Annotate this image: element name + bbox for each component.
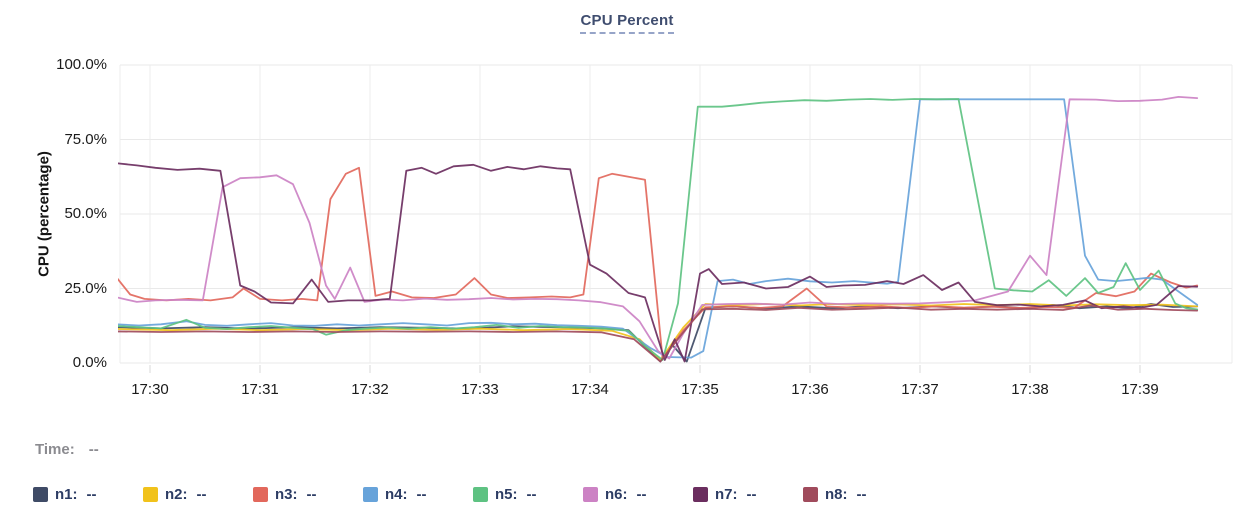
legend-item-n5[interactable]: n5: -- <box>473 486 583 503</box>
y-axis-tick-label: 25.0% <box>64 279 107 297</box>
x-axis-tick-label: 17:31 <box>241 381 279 398</box>
legend-label: n6: <box>605 486 628 503</box>
legend: n1: -- n2: -- n3: -- n4: -- n5: -- n6: -- n7: -- n8: -- <box>33 486 913 503</box>
chart-canvas[interactable] <box>0 0 1254 430</box>
x-axis-tick-label: 17:37 <box>901 381 939 398</box>
x-axis-tick-label: 17:34 <box>571 381 609 398</box>
chart-title: CPU Percent <box>580 12 674 34</box>
legend-label: n4: <box>385 486 408 503</box>
legend-swatch-n4 <box>363 487 378 502</box>
y-axis-tick-label: 50.0% <box>64 205 107 222</box>
legend-item-n6[interactable]: n6: -- <box>583 486 693 503</box>
legend-value: -- <box>526 486 537 503</box>
legend-value: -- <box>636 486 647 503</box>
x-axis-tick-label: 17:35 <box>681 381 719 398</box>
y-axis-tick-label: 100.0% <box>56 56 107 73</box>
x-axis-tick-label: 17:33 <box>461 381 499 398</box>
x-axis-tick-label: 17:38 <box>1011 381 1049 398</box>
legend-item-n3[interactable]: n3: -- <box>253 486 363 503</box>
legend-value: -- <box>196 486 207 503</box>
legend-label: n3: <box>275 486 298 503</box>
series-line-n5 <box>118 98 1199 361</box>
x-axis-tick-label: 17:30 <box>131 381 169 398</box>
legend-value: -- <box>306 486 317 503</box>
legend-item-n1[interactable]: n1: -- <box>33 486 143 503</box>
legend-time-row: Time: -- <box>35 441 99 458</box>
series-line-n7 <box>118 162 1199 363</box>
time-value: -- <box>88 441 99 458</box>
legend-item-n7[interactable]: n7: -- <box>693 486 803 503</box>
legend-value: -- <box>856 486 867 503</box>
legend-label: n7: <box>715 486 738 503</box>
x-axis-tick-label: 17:36 <box>791 381 829 398</box>
legend-value: -- <box>416 486 427 503</box>
y-axis-tick-label: 75.0% <box>64 130 107 148</box>
legend-swatch-n8 <box>803 487 818 502</box>
legend-swatch-n1 <box>33 487 48 502</box>
legend-swatch-n6 <box>583 487 598 502</box>
x-axis-tick-label: 17:32 <box>351 381 389 398</box>
series-line-n4 <box>118 98 1199 359</box>
legend-swatch-n3 <box>253 487 268 502</box>
y-axis-tick-label: 0.0% <box>72 354 107 371</box>
legend-swatch-n5 <box>473 487 488 502</box>
legend-label: n2: <box>165 486 188 503</box>
legend-label: n8: <box>825 486 848 503</box>
series-line-n8 <box>118 304 1199 363</box>
legend-swatch-n7 <box>693 487 708 502</box>
legend-label: n5: <box>495 486 518 503</box>
legend-value: -- <box>86 486 97 503</box>
legend-swatch-n2 <box>143 487 158 502</box>
time-label: Time: <box>35 441 75 458</box>
series-line-n6 <box>118 96 1199 360</box>
legend-value: -- <box>746 486 757 503</box>
chart-title-row: CPU Percent <box>0 12 1254 34</box>
series-line-n3 <box>118 166 1199 360</box>
legend-item-n4[interactable]: n4: -- <box>363 486 473 503</box>
legend-label: n1: <box>55 486 78 503</box>
legend-item-n2[interactable]: n2: -- <box>143 486 253 503</box>
x-axis-tick-label: 17:39 <box>1121 381 1159 398</box>
legend-item-n8[interactable]: n8: -- <box>803 486 913 503</box>
